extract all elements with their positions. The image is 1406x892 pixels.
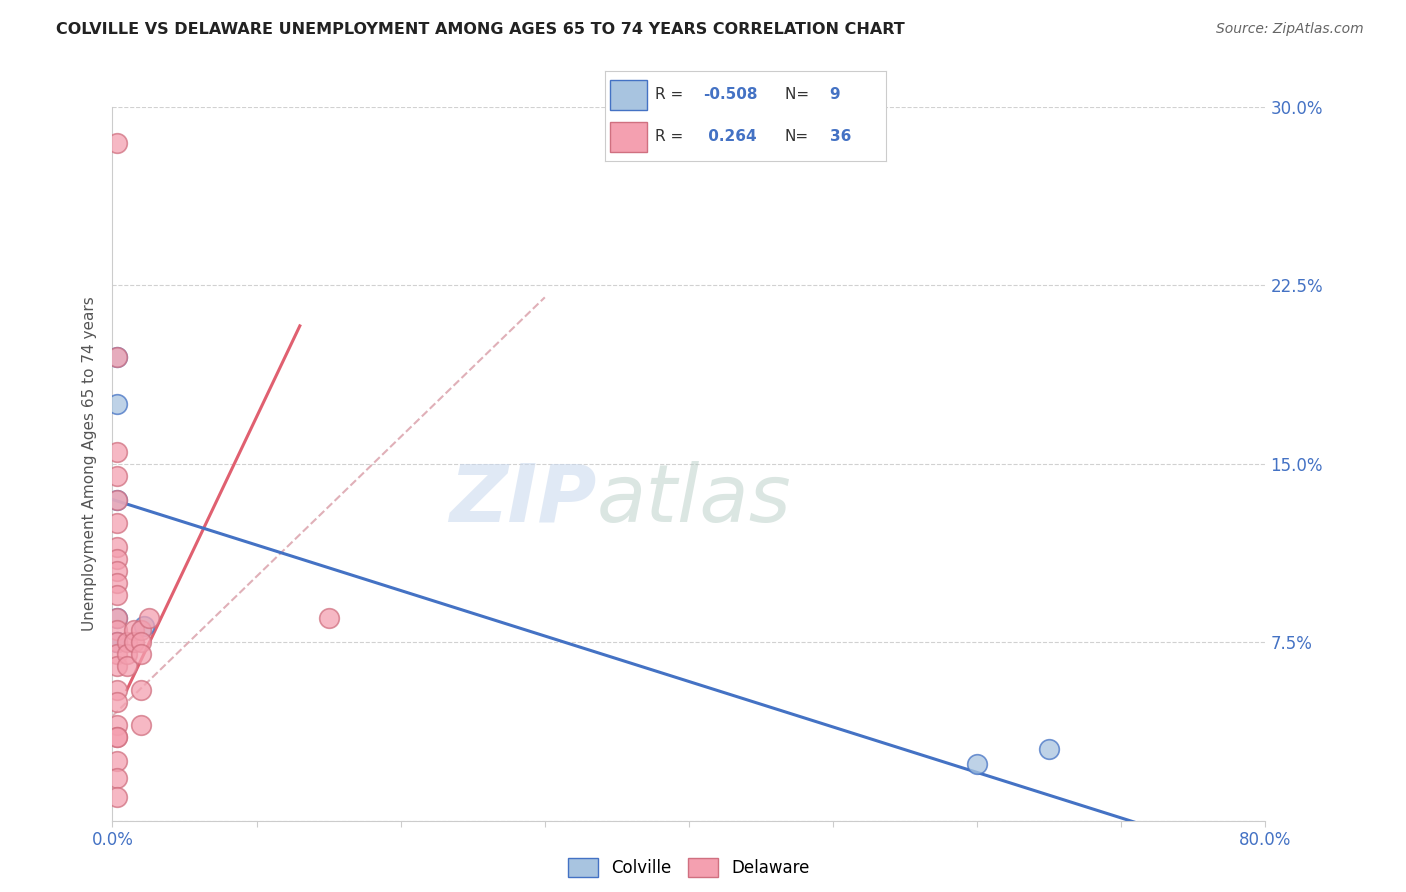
FancyBboxPatch shape [610, 80, 647, 110]
Text: N=: N= [785, 87, 814, 103]
Point [105, 611, 128, 625]
Point [105, 682, 128, 697]
Point [105, 611, 128, 625]
Point [129, 718, 153, 732]
FancyBboxPatch shape [610, 122, 647, 152]
Text: 0.264: 0.264 [703, 129, 756, 145]
Text: Source: ZipAtlas.com: Source: ZipAtlas.com [1216, 22, 1364, 37]
Point [318, 611, 340, 625]
Text: ZIP: ZIP [450, 460, 596, 539]
Point [105, 635, 128, 649]
Text: COLVILLE VS DELAWARE UNEMPLOYMENT AMONG AGES 65 TO 74 YEARS CORRELATION CHART: COLVILLE VS DELAWARE UNEMPLOYMENT AMONG … [56, 22, 905, 37]
Point [138, 611, 160, 625]
Point [129, 682, 153, 697]
Point [105, 552, 128, 566]
Point [115, 659, 138, 673]
Point [105, 635, 128, 649]
Point [105, 445, 128, 459]
Point [105, 647, 128, 661]
Point [105, 789, 128, 804]
Point [105, 695, 128, 709]
Text: atlas: atlas [596, 460, 792, 539]
Point [105, 492, 128, 507]
Point [129, 624, 153, 638]
Point [134, 618, 156, 632]
Point [129, 635, 153, 649]
Point [122, 635, 145, 649]
Text: 36: 36 [830, 129, 851, 145]
Point [105, 397, 128, 411]
Point [105, 516, 128, 531]
Point [105, 350, 128, 364]
Text: 9: 9 [830, 87, 841, 103]
Point [105, 659, 128, 673]
Point [105, 468, 128, 483]
Point [105, 635, 128, 649]
Point [105, 731, 128, 745]
Text: N=: N= [785, 129, 808, 145]
Point [105, 564, 128, 578]
Text: R =: R = [655, 129, 689, 145]
Point [105, 731, 128, 745]
Text: R =: R = [655, 87, 689, 103]
Point [105, 540, 128, 554]
Point [105, 588, 128, 602]
Point [966, 756, 988, 771]
Y-axis label: Unemployment Among Ages 65 to 74 years: Unemployment Among Ages 65 to 74 years [82, 296, 97, 632]
Point [105, 754, 128, 768]
Point [105, 136, 128, 150]
Point [1038, 742, 1060, 756]
Point [105, 492, 128, 507]
Point [105, 350, 128, 364]
Point [115, 647, 138, 661]
Point [105, 575, 128, 590]
Text: -0.508: -0.508 [703, 87, 758, 103]
Point [122, 624, 145, 638]
Point [129, 647, 153, 661]
Point [115, 635, 138, 649]
Point [105, 718, 128, 732]
Legend: Colville, Delaware: Colville, Delaware [561, 851, 817, 884]
Point [105, 624, 128, 638]
Point [105, 771, 128, 785]
